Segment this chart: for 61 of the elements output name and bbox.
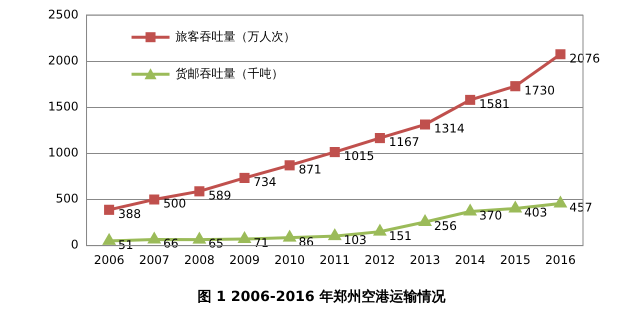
data-label: 1015 [344, 149, 374, 164]
point [284, 231, 296, 242]
data-label: 256 [434, 219, 457, 234]
point [555, 49, 566, 60]
point [509, 202, 522, 212]
data-label: 1314 [434, 122, 465, 136]
data-label: 66 [163, 236, 179, 251]
x-tick-label: 2011 [319, 252, 350, 267]
point [510, 81, 520, 92]
data-label: 71 [254, 236, 269, 250]
point [374, 225, 386, 236]
legend-label: 旅客吞吐量（万人次） [176, 29, 296, 44]
point [419, 216, 431, 226]
point [239, 172, 250, 183]
data-label: 403 [524, 206, 548, 220]
point [464, 205, 476, 216]
point [330, 147, 340, 158]
point [238, 232, 250, 244]
x-tick-label: 2010 [274, 252, 305, 267]
point [465, 94, 476, 105]
data-label: 1730 [524, 83, 555, 98]
point [104, 204, 114, 215]
data-label: 734 [254, 175, 276, 190]
point [420, 119, 430, 130]
point [149, 194, 160, 205]
y-tick-label: 500 [56, 192, 79, 206]
point [194, 186, 204, 196]
x-tick-label: 2015 [500, 252, 531, 267]
x-tick-label: 2008 [184, 252, 215, 267]
point [148, 233, 160, 244]
data-label: 1581 [479, 97, 510, 112]
data-label: 871 [298, 162, 322, 176]
point [103, 234, 115, 245]
data-label: 370 [479, 208, 502, 223]
point [194, 233, 206, 244]
point [554, 196, 566, 208]
x-tick-label: 2007 [138, 252, 170, 267]
data-label: 103 [344, 233, 367, 248]
text: 图 1 2006-2016 年郑州空港运输情况 [196, 288, 447, 306]
y-tick-label: 2000 [48, 53, 79, 68]
data-label: 65 [208, 236, 224, 251]
x-tick-label: 2016 [545, 252, 576, 267]
data-label: 151 [388, 228, 412, 243]
x-tick-label: 2014 [454, 252, 486, 267]
y-tick-label: 2500 [48, 7, 79, 22]
x-tick-label: 2012 [364, 252, 396, 267]
legend-label: 货邮吞吐量（千吨） [176, 66, 284, 80]
data-label: 1167 [388, 135, 420, 150]
point [284, 160, 295, 170]
y-tick-label: 1500 [48, 99, 79, 114]
x-tick-label: 2013 [410, 252, 440, 267]
data-label: 589 [208, 188, 232, 202]
point [374, 133, 385, 144]
y-tick-label: 1000 [48, 146, 79, 160]
data-label: 388 [118, 206, 142, 221]
x-tick-label: 2009 [229, 252, 260, 267]
data-label: 500 [163, 196, 186, 211]
y-tick-label: 0 [70, 238, 79, 252]
data-label: 51 [118, 238, 134, 252]
x-tick-label: 2006 [94, 252, 124, 267]
point [328, 230, 341, 240]
